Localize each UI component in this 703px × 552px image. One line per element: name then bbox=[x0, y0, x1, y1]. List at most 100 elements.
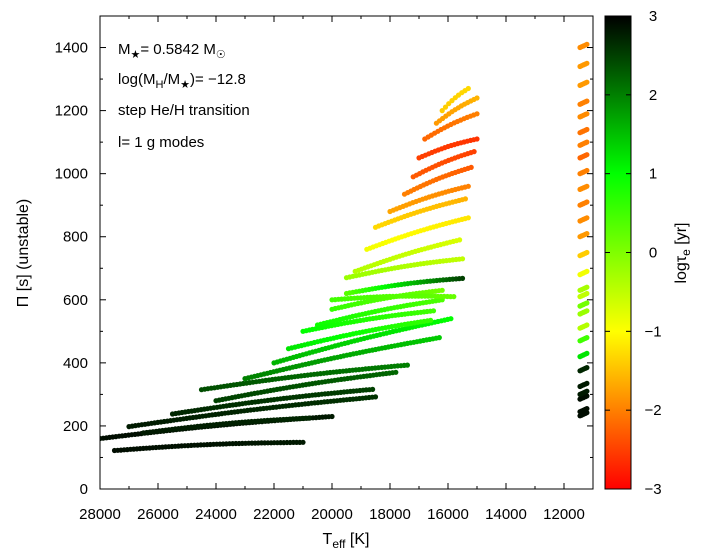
colorbar-tick-label: −2 bbox=[644, 402, 661, 419]
x-tick-label: 20000 bbox=[311, 506, 353, 523]
colorbar-tick-label: −3 bbox=[644, 481, 661, 498]
mode-track bbox=[140, 415, 312, 436]
x-tick-label: 12000 bbox=[543, 506, 585, 523]
x-tick-label: 18000 bbox=[369, 506, 411, 523]
mode-track bbox=[111, 439, 306, 454]
mode-track bbox=[372, 196, 468, 230]
data-point bbox=[584, 290, 590, 297]
data-points bbox=[100, 41, 590, 454]
mode-track bbox=[422, 111, 480, 142]
x-tick-label: 26000 bbox=[137, 506, 179, 523]
data-point bbox=[430, 308, 437, 314]
data-point bbox=[465, 215, 471, 221]
mode-track bbox=[213, 369, 399, 404]
y-tick-label: 1400 bbox=[55, 40, 88, 57]
data-point bbox=[584, 380, 590, 386]
x-axis-title: Teff [K] bbox=[323, 531, 370, 551]
mode-track bbox=[387, 183, 471, 215]
mode-track bbox=[300, 308, 437, 334]
data-point bbox=[584, 152, 590, 158]
data-point bbox=[465, 183, 471, 189]
mode-track bbox=[364, 215, 471, 252]
mode-track bbox=[410, 149, 477, 180]
mode-track bbox=[314, 297, 445, 328]
mode-track bbox=[433, 95, 480, 126]
data-point bbox=[329, 413, 335, 420]
data-point bbox=[471, 149, 477, 155]
data-point bbox=[439, 108, 445, 114]
data-point bbox=[393, 369, 399, 375]
mode-track bbox=[126, 394, 379, 430]
annotation-hydrogen: log(MH/M★)= −12.8 bbox=[118, 71, 246, 91]
data-point bbox=[465, 85, 471, 92]
y-tick-label: 400 bbox=[63, 355, 88, 372]
data-point bbox=[584, 284, 590, 290]
mode-track bbox=[169, 386, 376, 417]
data-point bbox=[584, 231, 590, 237]
data-point bbox=[372, 394, 379, 400]
data-point bbox=[584, 249, 590, 256]
data-point bbox=[474, 111, 480, 117]
data-point bbox=[457, 237, 463, 243]
data-point bbox=[462, 196, 468, 202]
mode-track bbox=[439, 85, 471, 114]
colorbar-tick-label: 0 bbox=[649, 245, 657, 262]
x-tick-label: 22000 bbox=[253, 506, 295, 523]
mode-track bbox=[271, 316, 454, 366]
data-point bbox=[446, 101, 452, 107]
data-point bbox=[468, 164, 474, 170]
data-point bbox=[584, 98, 590, 104]
data-point bbox=[448, 316, 454, 322]
data-point bbox=[584, 126, 590, 133]
data-point bbox=[584, 268, 590, 274]
data-point bbox=[584, 41, 590, 48]
data-point bbox=[584, 308, 590, 314]
y-tick-label: 200 bbox=[63, 418, 88, 435]
mode-track bbox=[416, 136, 480, 161]
data-point bbox=[370, 386, 376, 392]
data-point bbox=[439, 287, 445, 293]
data-point bbox=[584, 322, 590, 328]
mode-track bbox=[242, 335, 442, 382]
data-point bbox=[584, 388, 590, 394]
mode-track bbox=[343, 256, 466, 281]
y-axis-title: Π [s] (unstable) bbox=[15, 199, 32, 307]
y-axis-ticks: 0 200 400 600 800 1000 1200 1400 bbox=[55, 40, 593, 498]
data-point bbox=[459, 275, 466, 281]
x-tick-label: 28000 bbox=[79, 506, 121, 523]
data-point bbox=[404, 362, 410, 368]
colorbar-tick-label: −1 bbox=[644, 323, 661, 340]
data-point bbox=[584, 111, 590, 117]
mode-track bbox=[352, 237, 463, 274]
data-point bbox=[584, 350, 590, 356]
x-tick-label: 24000 bbox=[195, 506, 237, 523]
data-point bbox=[451, 294, 457, 300]
y-tick-label: 600 bbox=[63, 292, 88, 309]
y-tick-label: 800 bbox=[63, 229, 88, 246]
x-axis-ticks: 28000 26000 24000 22000 20000 18000 16000 14000… bbox=[79, 16, 594, 523]
colorbar-ticks: 3 2 1 0 −1 −2 −3 bbox=[605, 8, 662, 498]
mode-track bbox=[329, 293, 457, 303]
x-tick-label: 16000 bbox=[427, 506, 469, 523]
mode-track bbox=[343, 275, 466, 297]
colorbar-tick-label: 3 bbox=[649, 8, 657, 25]
mode-track bbox=[198, 362, 410, 393]
data-point bbox=[584, 393, 590, 399]
data-point bbox=[584, 215, 590, 221]
data-point bbox=[584, 167, 590, 174]
data-point bbox=[459, 256, 466, 262]
y-tick-label: 1200 bbox=[55, 103, 88, 120]
annotation-transition: step He/H transition bbox=[118, 102, 250, 119]
data-point bbox=[584, 365, 590, 371]
data-point bbox=[584, 199, 590, 205]
data-point bbox=[300, 439, 306, 445]
data-point bbox=[442, 104, 449, 110]
data-point bbox=[436, 335, 442, 341]
data-point bbox=[584, 300, 590, 306]
y-tick-label: 0 bbox=[80, 481, 88, 498]
data-point bbox=[306, 415, 312, 421]
annotation-mass: M★= 0.5842 M☉ bbox=[118, 41, 226, 61]
data-point bbox=[584, 139, 590, 145]
annotation-modes: l= 1 g modes bbox=[118, 134, 204, 151]
colorbar-title: logτe [yr] bbox=[673, 222, 693, 283]
